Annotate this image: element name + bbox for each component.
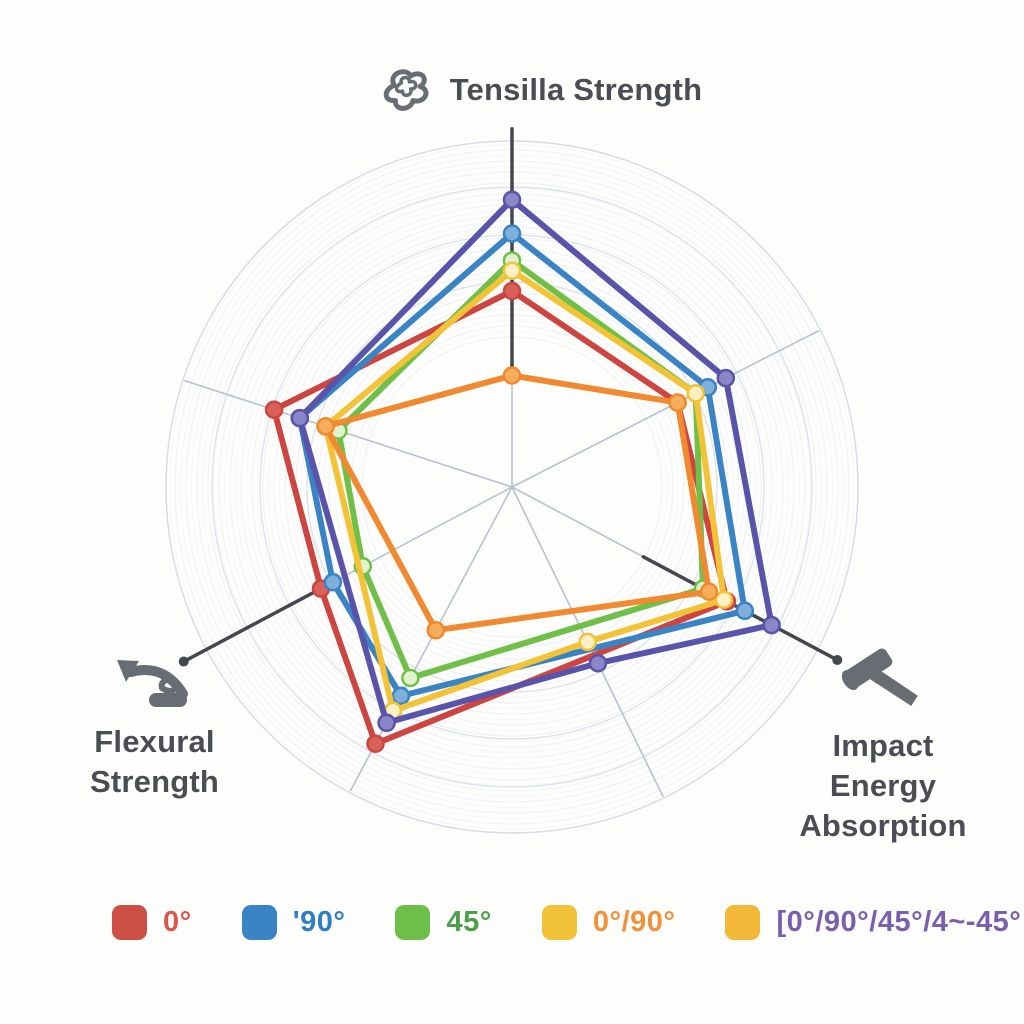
legend-item-0: 0° [112,904,192,940]
legend-swatch [112,904,147,940]
series-marker [377,713,396,733]
legend-label: 0°/90° [592,905,676,938]
series-marker [502,281,522,301]
axis-label-tensile: Tensilla Strength [340,62,740,118]
series-marker [323,572,343,592]
legend-item-2: 45° [395,904,492,940]
legend-item-4: [0°/90°/45°/4~-45° [725,904,1022,940]
series-marker [588,653,608,673]
axis-label-impact: Impact Energy Absorption [788,636,978,846]
axis-label-flexural-text: Flexural Strength [89,724,220,799]
series-polygon [296,230,748,699]
series-marker [714,590,734,609]
series-marker [426,620,446,640]
legend-swatch [725,904,761,940]
legend-label: [0°/90°/45°/4~-45° [776,905,1022,938]
legend-swatch [241,904,277,940]
legend-item-3: 0°/90° [541,904,676,940]
series-marker [401,668,420,688]
axis-label-tensile-text: Tensilla Strength [449,72,703,107]
series-marker [578,632,597,652]
fiber-knot-icon [383,69,429,111]
series-marker [668,393,687,412]
bend-arrow-icon [116,660,188,707]
legend-label: '90° [292,905,346,938]
radar-series-4 [316,366,719,640]
hammer-icon [841,648,918,706]
axis-label-flexural: Flexural Strength [52,648,257,802]
series-marker [502,224,522,243]
legend-label: 45° [446,905,492,938]
legend-label: 0° [163,905,192,938]
legend-swatch [395,904,431,940]
series-marker [290,408,310,428]
legend-swatch [541,904,577,940]
series-marker [264,400,284,419]
legend: 0° '90° 45° 0°/90° [0°/90°/45°/4~-45° [112,892,1021,952]
series-marker [716,368,736,388]
series-marker [502,366,522,385]
series-marker [316,417,335,436]
series-marker [366,734,385,753]
series-marker [502,190,522,209]
legend-item-1: '90° [241,904,346,940]
series-marker [699,582,719,601]
series-marker [391,686,411,706]
radar-series-5 [290,190,781,733]
axis-label-impact-text: Impact Energy Absorption [799,728,967,843]
series-marker [686,384,705,403]
series-polygon [322,372,712,634]
series-marker [735,601,755,621]
series-marker [762,615,781,635]
series-marker [502,261,522,280]
